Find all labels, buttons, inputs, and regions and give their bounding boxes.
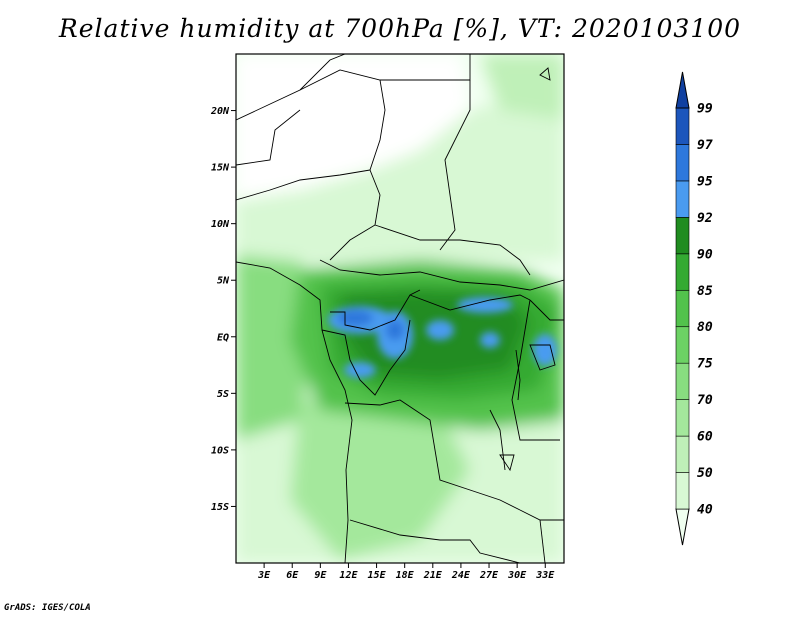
colorbar-segment [675,362,690,400]
colorbar-segment [675,289,690,328]
colorbar-label: 50 [697,466,713,481]
colorbar-label: 92 [697,211,713,226]
colorbar-label: 95 [697,174,713,189]
lat-tick-label: 15S [211,502,229,513]
lat-tick-label: 5S [217,389,229,400]
colorbar-label: 75 [697,357,713,372]
lon-tick-label: 30E [507,570,527,581]
colorbar-segment [675,253,690,291]
colorbar-upper-extend [675,71,690,109]
lon-tick-label: 3E [257,570,271,581]
lat-tick-label: 15N [211,163,230,174]
colorbar-segment [675,472,690,510]
colorbar-segment [675,399,690,437]
colorbar: 40 50 60 70 75 80 85 90 92 95 97 99 [675,71,713,546]
colorbar-segment [675,144,690,182]
lon-tick-label: 12E [339,570,358,581]
lat-tick-label: 10N [211,219,230,230]
lon-tick-label: 24E [451,570,471,581]
colorbar-lower-extend [675,508,690,546]
latitude-axis: 20N 15N 10N 5N EQ 5S 10S 15S [210,106,236,513]
lon-tick-label: 6E [286,570,299,581]
colorbar-label: 60 [697,430,713,445]
colorbar-segment [675,435,690,473]
lon-tick-label: 33E [535,570,555,581]
colorbar-segment [675,326,690,364]
chart-title: Relative humidity at 700hPa [%], VT: 202… [58,14,742,43]
lon-tick-label: 9E [314,570,327,581]
colorbar-label: 97 [697,138,713,153]
colorbar-segment [675,180,690,218]
lon-tick-label: 21E [423,570,443,581]
lon-tick-label: 27E [479,570,499,581]
country-borders [236,54,564,563]
colorbar-label: 90 [697,247,713,262]
lon-tick-label: 18E [396,570,415,581]
lat-tick-label: 5N [217,276,230,287]
colorbar-label: 70 [697,393,713,408]
colorbar-segment [675,217,690,255]
colorbar-segment [675,107,690,145]
lat-tick-label: 20N [210,106,230,117]
lat-tick-label: EQ [217,332,229,343]
humidity-field [236,54,564,563]
colorbar-label: 85 [697,284,713,299]
lat-tick-label: 10S [211,445,229,456]
colorbar-label: 99 [697,102,713,117]
credit-text: GrADS: IGES/COLA [4,603,91,613]
colorbar-label: 80 [697,320,713,335]
colorbar-label: 40 [697,503,713,518]
map-frame [235,53,565,564]
longitude-axis: 3E 6E 9E 12E 15E 18E 21E 24E 27E 30E 33E [257,563,555,581]
lon-tick-label: 15E [368,570,387,581]
